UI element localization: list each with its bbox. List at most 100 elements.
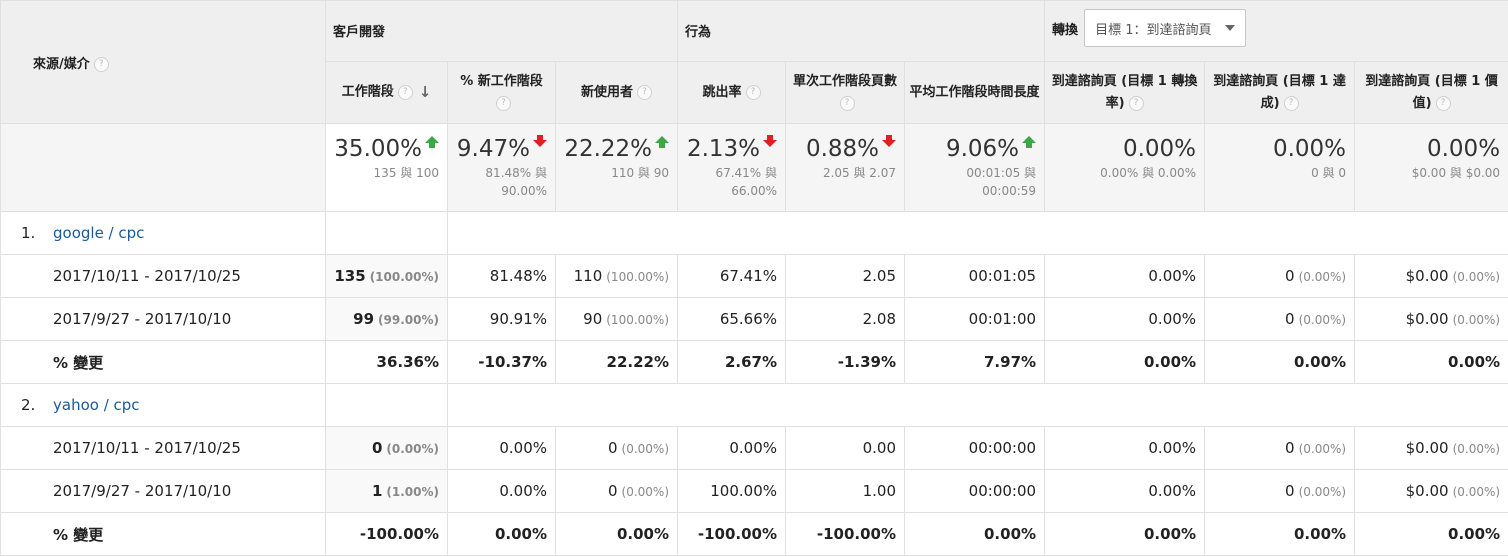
metric-cell: -100.00% xyxy=(786,513,905,556)
total-cell: 9.06%00:01:05 與 00:00:59 xyxy=(905,124,1045,212)
metric-cell: 0.00% xyxy=(1045,470,1205,513)
row-index: 1. xyxy=(21,224,53,242)
metric-value: 0.00 xyxy=(863,439,896,457)
metric-value: 0 xyxy=(1285,439,1295,457)
metric-cell: 99 (99.00%) xyxy=(326,298,448,341)
col-goal1-value[interactable]: 到達諮詢頁 (目標 1 價值)? xyxy=(1355,62,1508,124)
group-behavior: 行為 xyxy=(678,1,1045,62)
source-link[interactable]: google / cpc xyxy=(53,224,144,242)
arrow-up-icon xyxy=(1022,136,1036,143)
goal-select[interactable]: 目標 1：到達諮詢頁 xyxy=(1084,9,1246,47)
metric-cell: 65.66% xyxy=(678,298,786,341)
metric-value: 81.48% xyxy=(490,267,547,285)
metric-value: 0 xyxy=(608,482,618,500)
metric-cell: 0 (0.00%) xyxy=(556,470,678,513)
metric-cell: 0.00% xyxy=(1355,341,1508,384)
metric-cell: $0.00(0.00%) xyxy=(1355,470,1508,513)
metric-share: (0.00%) xyxy=(1299,313,1346,327)
metric-cell: 0(0.00%) xyxy=(326,427,448,470)
date-range-label: 2017/10/11 - 2017/10/25 xyxy=(1,255,326,298)
help-icon[interactable]: ? xyxy=(496,96,511,111)
metric-value: 0 xyxy=(1285,310,1295,328)
metric-value: 0.00% xyxy=(499,439,547,457)
total-cell: 0.00%0.00% 與 0.00% xyxy=(1045,124,1205,212)
metric-cell: 00:00:00 xyxy=(905,427,1045,470)
metric-value: 2.05 xyxy=(863,267,896,285)
metric-share: (0.00%) xyxy=(1453,442,1500,456)
col-new-users[interactable]: 新使用者? xyxy=(556,62,678,124)
metric-value: 0.00% xyxy=(1144,525,1196,543)
col-pages-per-session[interactable]: 單次工作階段頁數? xyxy=(786,62,905,124)
metric-share: (100.00%) xyxy=(606,270,669,284)
metric-cell: 0.00% xyxy=(1045,427,1205,470)
col-goal1-completions[interactable]: 到達諮詢頁 (目標 1 達成)? xyxy=(1205,62,1355,124)
col-bounce-rate[interactable]: 跳出率? xyxy=(678,62,786,124)
help-icon[interactable]: ? xyxy=(840,96,855,111)
metric-value: 2.67% xyxy=(725,353,777,371)
source-medium-label: 來源/媒介 xyxy=(33,57,90,72)
metric-cell: 0(0.00%) xyxy=(1205,470,1355,513)
help-icon[interactable]: ? xyxy=(1129,96,1144,111)
help-icon[interactable]: ? xyxy=(637,85,652,100)
metric-value: 0.00% xyxy=(1148,439,1196,457)
help-icon[interactable]: ? xyxy=(1436,96,1451,111)
metric-cell: 0 (0.00%) xyxy=(1205,298,1355,341)
conversions-label: 轉換 xyxy=(1052,19,1078,38)
metric-share: (0.00%) xyxy=(622,442,669,456)
col-sessions[interactable]: 工作階段?↓ xyxy=(326,62,448,124)
metric-value: 90.91% xyxy=(490,310,547,328)
metric-value: 00:00:00 xyxy=(969,482,1036,500)
change-label: % 變更 xyxy=(1,341,326,384)
total-cell: 2.13%67.41% 與 66.00% xyxy=(678,124,786,212)
metric-cell: 0.00% xyxy=(1205,341,1355,384)
arrow-up-icon xyxy=(425,136,439,143)
metric-value: 7.97% xyxy=(984,353,1036,371)
metric-value: -1.39% xyxy=(838,353,896,371)
change-row: % 變更-100.00%0.00%0.00%-100.00%-100.00%0.… xyxy=(1,513,1508,556)
metric-value: 100.00% xyxy=(710,482,777,500)
help-icon[interactable]: ? xyxy=(1284,96,1299,111)
metric-value: $0.00 xyxy=(1406,267,1449,285)
metric-value: 0.00% xyxy=(1294,525,1346,543)
metric-cell: -100.00% xyxy=(678,513,786,556)
metric-value: 90 xyxy=(583,310,602,328)
metric-share: (100.00%) xyxy=(370,270,439,284)
metric-cell: 0.00% xyxy=(1045,513,1205,556)
metric-share: (0.00%) xyxy=(1453,270,1500,284)
metric-value: 99 xyxy=(353,310,374,328)
metric-value: 0.00% xyxy=(1448,525,1500,543)
metric-share: (0.00%) xyxy=(1299,442,1346,456)
help-icon[interactable]: ? xyxy=(398,85,413,100)
date-range-label: 2017/9/27 - 2017/10/10 xyxy=(1,470,326,513)
metric-value: 0.00% xyxy=(1144,353,1196,371)
metric-cell: 135(100.00%) xyxy=(326,255,448,298)
metric-share: (0.00%) xyxy=(1299,485,1346,499)
help-icon[interactable]: ? xyxy=(94,57,109,72)
total-cell: 0.88%2.05 與 2.07 xyxy=(786,124,905,212)
col-avg-session-duration[interactable]: 平均工作階段時間長度 xyxy=(905,62,1045,124)
metric-value: 36.36% xyxy=(377,353,439,371)
source-row: 2.yahoo / cpc xyxy=(1,384,1508,427)
help-icon[interactable]: ? xyxy=(746,85,761,100)
metric-share: (99.00%) xyxy=(378,313,439,327)
source-link[interactable]: yahoo / cpc xyxy=(53,396,140,414)
metric-value: 0.00% xyxy=(1448,353,1500,371)
metric-value: 0 xyxy=(372,439,382,457)
metric-cell: 1.00 xyxy=(786,470,905,513)
arrow-down-icon xyxy=(533,140,547,147)
total-cell: 0.00%$0.00 與 $0.00 xyxy=(1355,124,1508,212)
metric-value: $0.00 xyxy=(1406,482,1449,500)
col-goal1-conv-rate[interactable]: 到達諮詢頁 (目標 1 轉換率)? xyxy=(1045,62,1205,124)
source-medium-header[interactable]: 來源/媒介? xyxy=(1,1,326,124)
metric-cell: -10.37% xyxy=(448,341,556,384)
total-cell: 22.22%110 與 90 xyxy=(556,124,678,212)
metric-cell: 00:00:00 xyxy=(905,470,1045,513)
sort-desc-icon[interactable]: ↓ xyxy=(419,83,432,101)
col-new-sessions-pct[interactable]: % 新工作階段? xyxy=(448,62,556,124)
metric-cell: 0(0.00%) xyxy=(1205,255,1355,298)
metric-cell: 90(100.00%) xyxy=(556,298,678,341)
metric-cell: 110(100.00%) xyxy=(556,255,678,298)
metric-share: (0.00%) xyxy=(622,485,669,499)
